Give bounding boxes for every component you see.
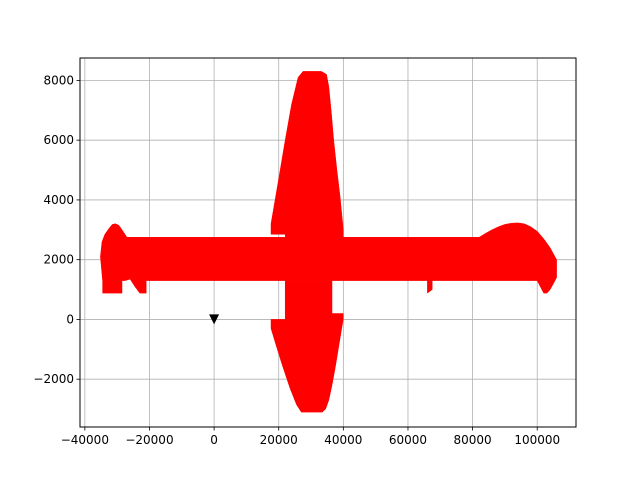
y-tick-label: 6000	[43, 133, 74, 147]
series-area-lower-fin	[270, 280, 344, 413]
x-tick-label: 0	[210, 433, 218, 447]
y-tick-label: 0	[66, 312, 74, 326]
data-marker	[209, 314, 220, 325]
data-markers	[209, 314, 220, 325]
y-tick-label: 4000	[43, 193, 74, 207]
data-series	[100, 71, 557, 413]
y-tick-label: −2000	[33, 372, 74, 386]
y-axis: −2000 0 2000 4000 6000 8000	[33, 73, 80, 386]
x-tick-label: −40000	[61, 433, 109, 447]
x-axis: −40000 −20000 0 20000 40000 60000 80000 100000	[61, 427, 560, 447]
series-area-vertical-band	[270, 71, 344, 238]
x-tick-label: 20000	[260, 433, 298, 447]
y-tick-label: 2000	[43, 253, 74, 267]
series-area-horizontal-band	[100, 222, 557, 294]
x-tick-label: 60000	[389, 433, 427, 447]
x-tick-label: 100000	[514, 433, 560, 447]
x-tick-label: −20000	[125, 433, 173, 447]
y-tick-label: 8000	[43, 73, 74, 87]
x-tick-label: 40000	[324, 433, 362, 447]
x-tick-label: 80000	[454, 433, 492, 447]
plot-frame	[79, 57, 577, 428]
